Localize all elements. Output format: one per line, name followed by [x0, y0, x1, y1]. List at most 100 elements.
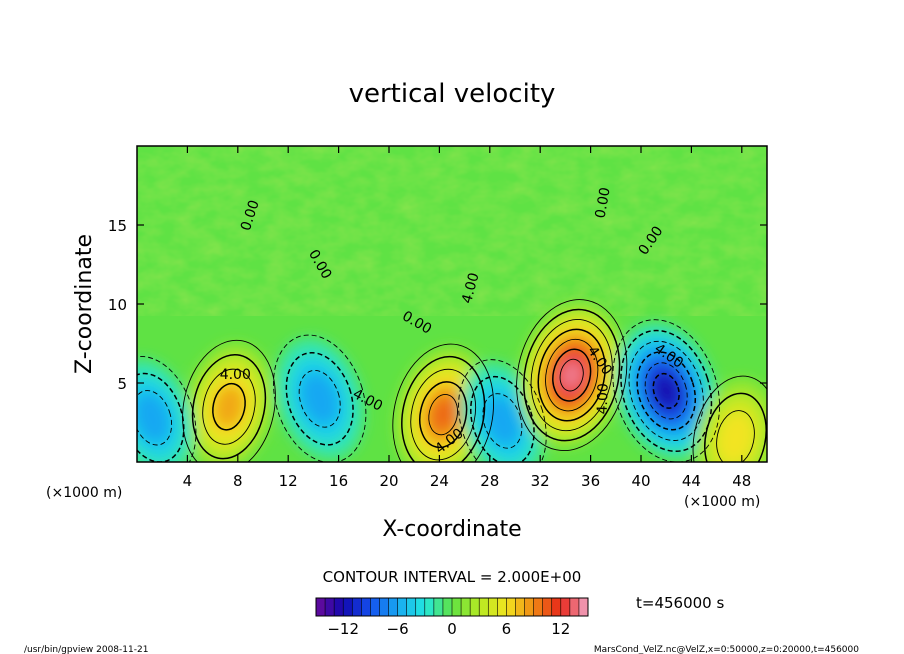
colorbar-cell — [551, 598, 562, 616]
colorbar-cell — [452, 598, 462, 616]
colorbar-cell — [325, 598, 335, 616]
contour-label: 4.00 — [459, 271, 483, 305]
colorbar — [315, 597, 589, 617]
colorbar-cell — [542, 598, 553, 616]
contour-line — [458, 359, 547, 462]
colorbar-cell — [461, 598, 471, 616]
colorbar-cell — [506, 598, 516, 616]
colorbar-cell — [569, 598, 580, 616]
x-tick-label: 4 — [183, 472, 193, 490]
contour-line — [523, 308, 621, 442]
y-axis-label: Z-coordinate — [72, 234, 97, 374]
contour-line — [212, 382, 246, 431]
x-axis-label: X-coordinate — [382, 517, 521, 542]
time-label: t=456000 s — [636, 594, 724, 612]
colorbar-cell — [560, 598, 571, 616]
colorbar-cell — [370, 598, 380, 616]
colorbar-cell — [316, 598, 326, 616]
colorbar-cell — [442, 598, 453, 616]
x-tick-label: 40 — [631, 472, 650, 490]
colorbar-tick-label: 6 — [502, 620, 512, 638]
field-level — [483, 394, 521, 447]
x-tick-label: 16 — [329, 472, 348, 490]
contour-line — [537, 328, 606, 422]
field-level — [213, 384, 245, 429]
field-level — [429, 395, 457, 434]
x-tick-label: 32 — [531, 472, 550, 490]
contour-line — [273, 334, 367, 462]
contour-line — [285, 351, 354, 446]
x-unit-right: (×1000 m) — [684, 494, 760, 510]
contour-line — [530, 319, 613, 432]
plot-area: 4.004.004.000.000.000.004.000.004.004.00… — [108, 145, 768, 490]
contour-line — [137, 390, 173, 446]
y-tick-label: 5 — [117, 375, 127, 393]
contour-line — [137, 356, 197, 462]
x-tick-label: 12 — [279, 472, 298, 490]
contour-line — [716, 410, 755, 462]
contour-line — [482, 393, 523, 449]
colorbar-tick-label: 0 — [447, 620, 457, 638]
colorbar-cell — [497, 598, 507, 616]
footer-left: /usr/bin/gpview 2008-11-21 — [24, 645, 148, 654]
contour-line — [516, 299, 628, 452]
colorbar-tick-label: −12 — [327, 620, 359, 638]
x-unit-left: (×1000 m) — [46, 485, 122, 501]
contour-line — [636, 351, 697, 431]
contour-line — [419, 381, 468, 449]
y-axis: 5 10 15 — [108, 217, 767, 393]
contour-label: 4.00 — [220, 367, 251, 383]
contour-line — [704, 392, 767, 462]
colorbar-tick-label: 12 — [551, 620, 570, 638]
x-tick-label: 36 — [581, 472, 600, 490]
colorbar-cell — [334, 598, 344, 616]
x-tick-label: 44 — [682, 472, 701, 490]
contour-line — [469, 375, 535, 462]
contour-line — [644, 362, 688, 420]
contour-line — [401, 355, 486, 462]
colorbar-cell — [515, 598, 526, 616]
colorbar-ticks: −12 −6 0 6 12 — [327, 620, 570, 638]
colorbar-cell — [406, 598, 417, 616]
contour-line — [612, 319, 720, 462]
colorbar-cell — [533, 598, 544, 616]
contour-line — [628, 340, 704, 441]
colorbar-cell — [388, 598, 399, 616]
colorbar-cell — [415, 598, 426, 616]
footer-right: MarsCond_VelZ.nc@VelZ,x=0:50000,z=0:2000… — [594, 645, 859, 654]
colorbar-tick-label: −6 — [387, 620, 409, 638]
colorbar-cell — [488, 598, 498, 616]
velocity-field: 4.004.004.000.000.000.004.000.004.004.00… — [137, 146, 767, 462]
x-tick-label: 28 — [480, 472, 499, 490]
chart-title: vertical velocity — [349, 79, 556, 109]
colorbar-cell — [479, 598, 489, 616]
contour-line — [182, 339, 276, 462]
contour-line — [191, 353, 267, 460]
colorbar-frame — [315, 597, 589, 617]
contour-interval-label: CONTOUR INTERVAL = 2.000E+00 — [323, 568, 582, 586]
contour-line — [392, 343, 495, 462]
colorbar-cell — [578, 598, 589, 616]
field-level — [717, 411, 754, 462]
x-tick-label: 20 — [379, 472, 398, 490]
y-tick-label: 15 — [108, 217, 127, 235]
colorbar-cell — [352, 598, 362, 616]
contour-line — [298, 370, 341, 428]
colorbar-cell — [343, 598, 353, 616]
upper-texture — [137, 146, 767, 316]
colorbar-cell — [524, 598, 535, 616]
contour-line — [620, 329, 713, 453]
field-level — [300, 371, 340, 426]
x-axis: 4 8 12 16 20 24 28 32 36 40 44 48 — [183, 146, 751, 490]
colorbar-cell — [424, 598, 435, 616]
colorbar-cell — [379, 598, 390, 616]
contour-line — [410, 368, 477, 461]
contour-label: 0.00 — [593, 186, 614, 219]
x-tick-label: 48 — [732, 472, 751, 490]
contour-line — [428, 394, 459, 436]
contour-line — [559, 358, 584, 392]
field-level — [560, 359, 583, 391]
x-tick-label: 8 — [233, 472, 243, 490]
colorbar-cell — [470, 598, 480, 616]
